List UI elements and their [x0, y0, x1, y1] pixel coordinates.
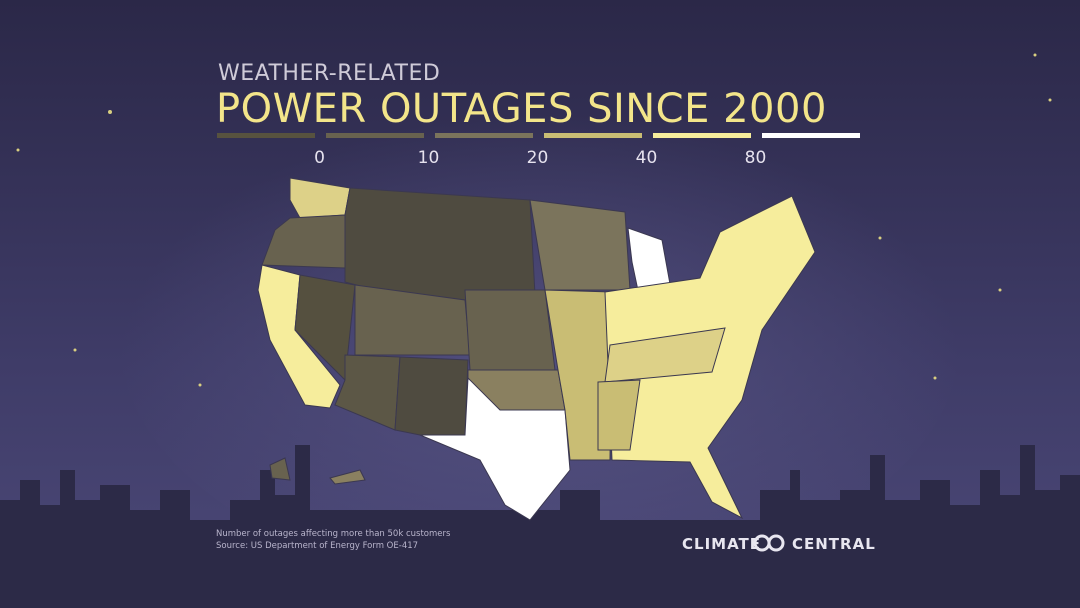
state: [419, 376, 571, 521]
map: [257, 177, 816, 521]
legend-tick: 40: [636, 148, 658, 168]
legend-swatch: [326, 133, 424, 138]
state: [261, 214, 346, 269]
legend-swatch: [435, 133, 533, 138]
state: [329, 469, 366, 485]
legend-swatch: [653, 133, 751, 138]
state: [269, 457, 291, 481]
state: [394, 356, 469, 436]
legend-swatch: [544, 133, 642, 138]
legend-tick: 0: [314, 148, 325, 168]
title: POWER OUTAGES SINCE 2000: [216, 86, 827, 132]
state: [344, 187, 536, 301]
legend: 0 10 20 40 80: [217, 133, 860, 168]
state: [604, 327, 726, 383]
brand-right: CENTRAL: [792, 535, 876, 553]
state: [334, 354, 401, 431]
state: [597, 379, 641, 451]
legend-swatch: [762, 133, 860, 138]
state: [464, 289, 556, 371]
state: [529, 199, 631, 291]
legend-tick: 20: [527, 148, 549, 168]
legend-tick: 80: [745, 148, 767, 168]
kicker: WEATHER-RELATED: [218, 61, 440, 86]
skyline: [0, 445, 1080, 608]
stars: [16, 53, 1052, 387]
brand-left: CLIMATE: [682, 535, 761, 553]
legend-swatch: [217, 133, 315, 138]
footnote: Number of outages affecting more than 50…: [216, 529, 451, 539]
legend-tick: 10: [418, 148, 440, 168]
brand-logo: [753, 534, 785, 552]
source: Source: US Department of Energy Form OE-…: [216, 541, 418, 551]
